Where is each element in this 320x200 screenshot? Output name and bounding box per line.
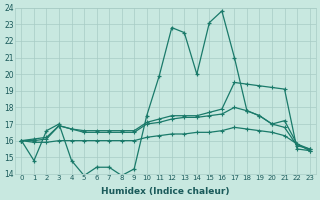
X-axis label: Humidex (Indice chaleur): Humidex (Indice chaleur): [101, 187, 230, 196]
